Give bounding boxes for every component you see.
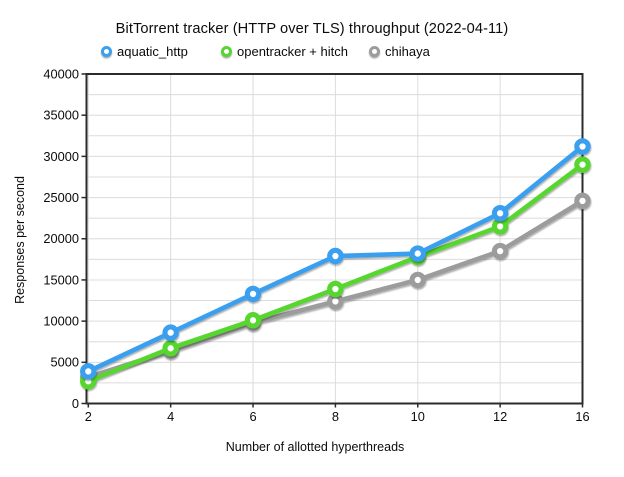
svg-text:15000: 15000 [43,272,79,287]
chart-title: BitTorrent tracker (HTTP over TLS) throu… [115,21,509,37]
svg-text:40000: 40000 [43,66,79,81]
svg-text:12: 12 [493,409,507,424]
legend-label-opentracker-hitch: opentracker + hitch [237,43,348,59]
svg-text:16: 16 [575,409,589,424]
svg-text:8: 8 [332,409,339,424]
svg-text:6: 6 [249,409,256,424]
y-axis-title: Responses per second [13,176,27,304]
svg-text:4: 4 [167,409,174,424]
legend-marker-opentracker-hitch-icon [221,45,232,57]
legend-marker-aquatic-http-icon [101,45,112,57]
legend-item-opentracker-hitch: opentracker + hitch [221,43,348,59]
svg-text:10: 10 [411,409,425,424]
legend-marker-chihaya-icon [369,45,380,57]
svg-text:10000: 10000 [43,314,79,329]
legend-label-aquatic-http: aquatic_http [117,43,188,59]
legend-item-chihaya: chihaya [369,43,430,59]
svg-text:5000: 5000 [51,355,79,370]
svg-text:2: 2 [85,409,92,424]
svg-text:25000: 25000 [43,190,79,205]
svg-text:0: 0 [72,396,79,411]
legend-label-chihaya: chihaya [385,43,430,59]
svg-text:30000: 30000 [43,149,79,164]
legend-item-aquatic-http: aquatic_http [101,43,188,59]
svg-text:20000: 20000 [43,231,79,246]
x-axis-title: Number of allotted hyperthreads [225,440,405,454]
svg-text:35000: 35000 [43,108,79,123]
